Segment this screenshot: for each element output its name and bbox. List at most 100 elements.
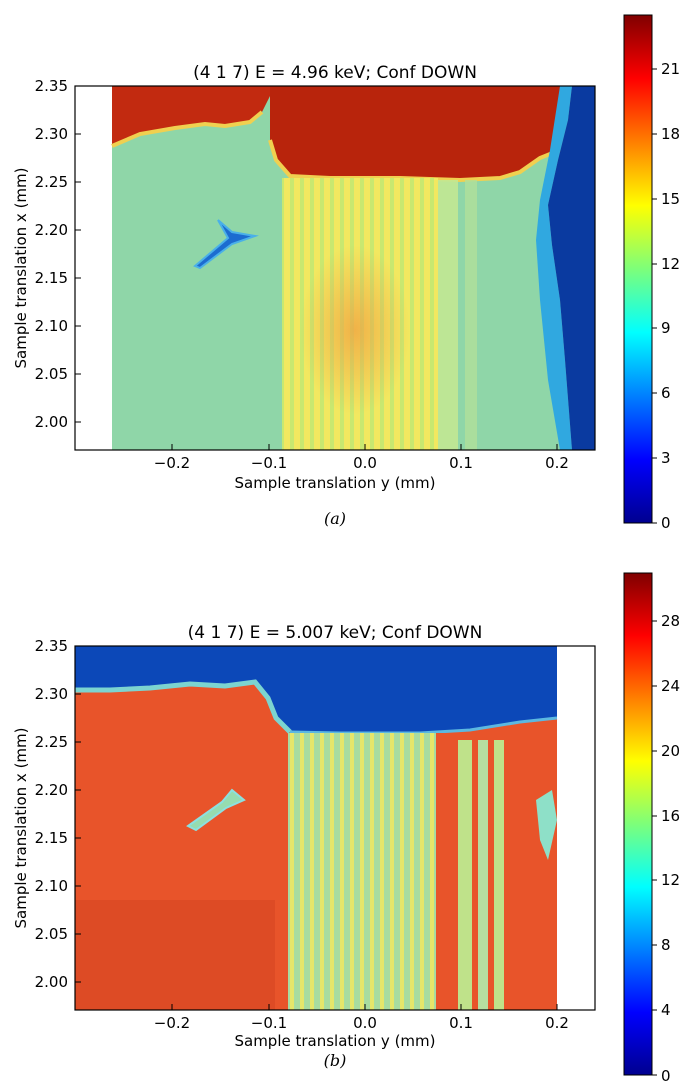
panel-a: (4 1 7) E = 4.96 keV; Conf DOWN −0.2 −0.… (12, 14, 680, 532)
y-tick-b: 2.15 (35, 829, 81, 847)
colorbar-a: 0 3 6 9 12 15 18 21 (623, 14, 680, 532)
colorbar-b-tick: 8 (652, 936, 671, 954)
colorbar-b-tick: 28 (652, 612, 680, 630)
x-tick-b: −0.1 (251, 1004, 287, 1032)
y-tick-a: 2.25 (35, 173, 81, 191)
y-tick-b: 2.20 (35, 781, 81, 799)
colorbar-b-tick: 20 (652, 742, 680, 760)
svg-text:2.00: 2.00 (35, 973, 68, 991)
svg-text:2.20: 2.20 (35, 221, 68, 239)
y-tick-a: 2.10 (35, 317, 81, 335)
svg-text:0.2: 0.2 (545, 454, 569, 472)
heatmap-b-image (75, 646, 595, 1010)
svg-text:2.10: 2.10 (35, 317, 68, 335)
svg-text:2.20: 2.20 (35, 781, 68, 799)
svg-text:2.35: 2.35 (35, 77, 68, 95)
svg-text:3: 3 (661, 449, 671, 467)
panel-b: (4 1 7) E = 5.007 keV; Conf DOWN −0.2 −0… (12, 572, 680, 1081)
x-tick-b: 0.2 (545, 1004, 569, 1032)
y-tick-b: 2.00 (35, 973, 81, 991)
x-tick-a: 0.1 (449, 444, 473, 472)
svg-text:12: 12 (661, 871, 680, 889)
chart-b-title: (4 1 7) E = 5.007 keV; Conf DOWN (188, 623, 483, 643)
colorbar-a-tick: 12 (652, 255, 680, 273)
svg-text:0: 0 (661, 1067, 671, 1081)
colorbar-a-tick: 0 (652, 514, 671, 532)
y-tick-b: 2.10 (35, 877, 81, 895)
x-tick-a: −0.2 (154, 444, 190, 472)
svg-text:20: 20 (661, 742, 680, 760)
svg-text:21: 21 (661, 60, 680, 78)
svg-text:−0.1: −0.1 (251, 1014, 287, 1032)
svg-text:8: 8 (661, 936, 671, 954)
svg-text:28: 28 (661, 612, 680, 630)
svg-text:6: 6 (661, 384, 671, 402)
colorbar-b-tick: 0 (652, 1067, 671, 1081)
y-axis-b: 2.00 2.05 2.10 2.15 2.20 2.25 2.30 2.35 … (12, 637, 81, 991)
svg-text:15: 15 (661, 190, 680, 208)
svg-text:12: 12 (661, 255, 680, 273)
svg-text:2.30: 2.30 (35, 685, 68, 703)
colorbar-b-tick: 4 (652, 1001, 671, 1019)
x-axis-label-a: Sample translation y (mm) (234, 474, 435, 492)
y-axis-label-b: Sample translation x (mm) (12, 727, 30, 928)
colorbar-b-tick: 12 (652, 871, 680, 889)
y-axis-label-a: Sample translation x (mm) (12, 167, 30, 368)
y-tick-a: 2.00 (35, 413, 81, 431)
svg-text:2.35: 2.35 (35, 637, 68, 655)
x-tick-a: −0.1 (251, 444, 287, 472)
svg-text:2.05: 2.05 (35, 365, 68, 383)
y-tick-b: 2.30 (35, 685, 81, 703)
svg-text:2.30: 2.30 (35, 125, 68, 143)
svg-text:−0.2: −0.2 (154, 1014, 190, 1032)
svg-text:2.05: 2.05 (35, 925, 68, 943)
colorbar-a-tick: 9 (652, 319, 671, 337)
y-tick-b: 2.25 (35, 733, 81, 751)
svg-text:2.25: 2.25 (35, 733, 68, 751)
svg-text:2.10: 2.10 (35, 877, 68, 895)
svg-text:9: 9 (661, 319, 671, 337)
y-tick-b: 2.35 (35, 637, 81, 655)
y-tick-b: 2.05 (35, 925, 81, 943)
x-axis-label-b: Sample translation y (mm) (234, 1032, 435, 1050)
x-axis-b: −0.2 −0.1 0.0 0.1 0.2 Sample translation… (154, 1004, 569, 1050)
x-tick-a: 0.0 (353, 444, 377, 472)
x-tick-a: 0.2 (545, 444, 569, 472)
caption-b: (b) (324, 1051, 347, 1070)
svg-text:2.00: 2.00 (35, 413, 68, 431)
svg-text:16: 16 (661, 807, 680, 825)
colorbar-a-tick: 15 (652, 190, 680, 208)
svg-text:0: 0 (661, 514, 671, 532)
svg-text:0.0: 0.0 (353, 1014, 377, 1032)
x-tick-b: 0.1 (449, 1004, 473, 1032)
colorbar-a-tick: 3 (652, 449, 671, 467)
svg-text:0.2: 0.2 (545, 1014, 569, 1032)
chart-a-title: (4 1 7) E = 4.96 keV; Conf DOWN (193, 63, 477, 83)
y-axis-a: 2.00 2.05 2.10 2.15 2.20 2.25 2.30 2.35 … (12, 77, 81, 431)
svg-text:2.15: 2.15 (35, 269, 68, 287)
colorbar-b: 0 4 8 12 16 20 24 28 (623, 572, 680, 1081)
svg-text:2.25: 2.25 (35, 173, 68, 191)
svg-text:18: 18 (661, 125, 680, 143)
colorbar-a-tick: 6 (652, 384, 671, 402)
colorbar-a-tick: 18 (652, 125, 680, 143)
y-tick-a: 2.05 (35, 365, 81, 383)
heatmap-a-image (75, 86, 595, 450)
colorbar-b-tick: 24 (652, 677, 680, 695)
colorbar-b-tick: 16 (652, 807, 680, 825)
y-tick-a: 2.15 (35, 269, 81, 287)
caption-a: (a) (324, 509, 346, 528)
axes-frame-a (74, 85, 596, 451)
axes-frame-b (74, 645, 596, 1011)
x-axis-a: −0.2 −0.1 0.0 0.1 0.2 Sample translation… (154, 444, 569, 492)
svg-text:0.0: 0.0 (353, 454, 377, 472)
x-tick-b: −0.2 (154, 1004, 190, 1032)
colorbar-a-tick: 21 (652, 60, 680, 78)
svg-text:24: 24 (661, 677, 680, 695)
y-tick-a: 2.30 (35, 125, 81, 143)
svg-text:4: 4 (661, 1001, 671, 1019)
svg-text:−0.2: −0.2 (154, 454, 190, 472)
y-tick-a: 2.35 (35, 77, 81, 95)
y-tick-a: 2.20 (35, 221, 81, 239)
